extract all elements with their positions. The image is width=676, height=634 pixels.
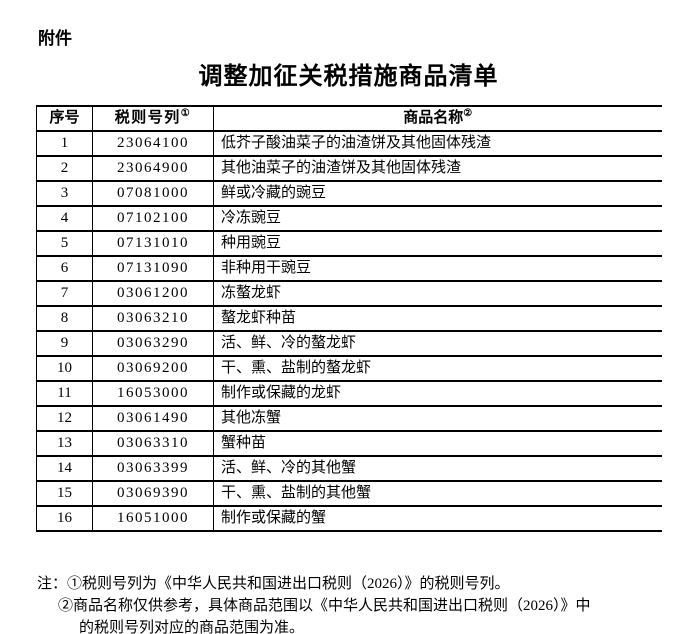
row-name-cell: 其他油菜子的油渣饼及其他固体残渣: [213, 155, 662, 181]
row-code-cell: 23064100: [92, 130, 214, 156]
row-code-cell: 03069390: [92, 480, 214, 506]
row-seq-cell: 12: [36, 405, 93, 431]
table-row: 10 03069200 干、熏、盐制的螯龙虾: [36, 355, 662, 381]
column-header-seq-label: 序号: [49, 110, 80, 126]
row-seq-cell: 13: [36, 430, 93, 456]
row-name-cell: 鲜或冷藏的豌豆: [213, 180, 662, 206]
column-header-name: 商品名称②: [213, 105, 662, 131]
table-body: 1 23064100 低芥子酸油菜子的油渣饼及其他固体残渣 2 23064900…: [36, 130, 662, 532]
row-seq-cell: 4: [36, 205, 93, 231]
code-superscript: ①: [180, 108, 192, 119]
row-name-cell: 冻螯龙虾: [213, 280, 662, 306]
row-code-cell: 03061200: [92, 280, 214, 306]
table-row: 5 07131010 种用豌豆: [36, 230, 662, 256]
row-seq-cell: 16: [36, 505, 93, 532]
table-row: 7 03061200 冻螯龙虾: [36, 280, 662, 306]
table-row: 13 03063310 蟹种苗: [36, 430, 662, 456]
row-seq-cell: 11: [36, 380, 93, 406]
row-seq-cell: 6: [36, 255, 93, 281]
table-row: 1 23064100 低芥子酸油菜子的油渣饼及其他固体残渣: [36, 130, 662, 156]
name-superscript: ②: [463, 108, 473, 119]
row-name-cell: 螯龙虾种苗: [213, 305, 662, 331]
row-name-cell: 制作或保藏的龙虾: [213, 380, 662, 406]
row-seq-cell: 1: [36, 130, 93, 156]
footnote-1-text: ①税则号列为《中华人民共和国进出口税则（2026）》的税则号列。: [67, 576, 510, 592]
table-row: 11 16053000 制作或保藏的龙虾: [36, 380, 662, 406]
row-code-cell: 07131010: [92, 230, 214, 256]
row-name-cell: 种用豌豆: [213, 230, 662, 256]
table-row: 8 03063210 螯龙虾种苗: [36, 305, 662, 331]
row-code-cell: 07081000: [92, 180, 214, 206]
column-header-name-label: 商品名称: [403, 110, 464, 126]
row-name-cell: 制作或保藏的蟹: [213, 505, 662, 532]
row-name-cell: 低芥子酸油菜子的油渣饼及其他固体残渣: [213, 130, 662, 156]
footnote-line-1: 注：①税则号列为《中华人民共和国进出口税则（2026）》的税则号列。: [37, 573, 657, 595]
table-row: 12 03061490 其他冻蟹: [36, 405, 662, 431]
attachment-label: 附件: [38, 29, 72, 48]
row-code-cell: 23064900: [92, 155, 214, 181]
row-code-cell: 03063399: [92, 455, 214, 481]
column-header-code: 税则号列①: [92, 105, 214, 131]
footnote-line-2: ②商品名称仅供参考，具体商品范围以《中华人民共和国进出口税则（2026）》中: [58, 598, 591, 614]
column-header-seq: 序号: [36, 105, 93, 131]
row-name-cell: 干、熏、盐制的螯龙虾: [213, 355, 662, 381]
row-code-cell: 03063310: [92, 430, 214, 456]
table-row: 9 03063290 活、鲜、冷的螯龙虾: [36, 330, 662, 356]
table-header-row: 序号 税则号列① 商品名称②: [36, 105, 662, 131]
footnotes: 注：①税则号列为《中华人民共和国进出口税则（2026）》的税则号列。 ②商品名称…: [37, 573, 657, 634]
row-seq-cell: 5: [36, 230, 93, 256]
row-name-cell: 活、鲜、冷的螯龙虾: [213, 330, 662, 356]
row-seq-cell: 7: [36, 280, 93, 306]
tariff-table: 序号 税则号列① 商品名称② 1 23064100 低芥子酸油菜子的油渣饼及其他…: [36, 105, 662, 532]
table-row: 3 07081000 鲜或冷藏的豌豆: [36, 180, 662, 206]
row-seq-cell: 3: [36, 180, 93, 206]
footnote-label: 注：: [37, 576, 68, 592]
table-row: 16 16051000 制作或保藏的蟹: [36, 505, 662, 532]
row-code-cell: 03061490: [92, 405, 214, 431]
column-header-code-label: 税则号列: [114, 110, 181, 126]
row-name-cell: 其他冻蟹: [213, 405, 662, 431]
row-code-cell: 16053000: [92, 380, 214, 406]
row-code-cell: 03063290: [92, 330, 214, 356]
row-seq-cell: 8: [36, 305, 93, 331]
row-name-cell: 冷冻豌豆: [213, 205, 662, 231]
table-row: 6 07131090 非种用干豌豆: [36, 255, 662, 281]
row-seq-cell: 14: [36, 455, 93, 481]
row-code-cell: 07102100: [92, 205, 214, 231]
row-seq-cell: 2: [36, 155, 93, 181]
table-row: 2 23064900 其他油菜子的油渣饼及其他固体残渣: [36, 155, 662, 181]
row-code-cell: 07131090: [92, 255, 214, 281]
row-code-cell: 03063210: [92, 305, 214, 331]
table-row: 4 07102100 冷冻豌豆: [36, 205, 662, 231]
row-name-cell: 蟹种苗: [213, 430, 662, 456]
table-row: 14 03063399 活、鲜、冷的其他蟹: [36, 455, 662, 481]
row-name-cell: 活、鲜、冷的其他蟹: [213, 455, 662, 481]
footnote-line-3: 的税则号列对应的商品范围为准。: [79, 620, 305, 634]
table-row: 15 03069390 干、熏、盐制的其他蟹: [36, 480, 662, 506]
row-seq-cell: 15: [36, 480, 93, 506]
row-code-cell: 16051000: [92, 505, 214, 532]
row-code-cell: 03069200: [92, 355, 214, 381]
row-seq-cell: 9: [36, 330, 93, 356]
page-title: 调整加征关税措施商品清单: [198, 63, 499, 90]
row-name-cell: 非种用干豌豆: [213, 255, 662, 281]
row-name-cell: 干、熏、盐制的其他蟹: [213, 480, 662, 506]
row-seq-cell: 10: [36, 355, 93, 381]
